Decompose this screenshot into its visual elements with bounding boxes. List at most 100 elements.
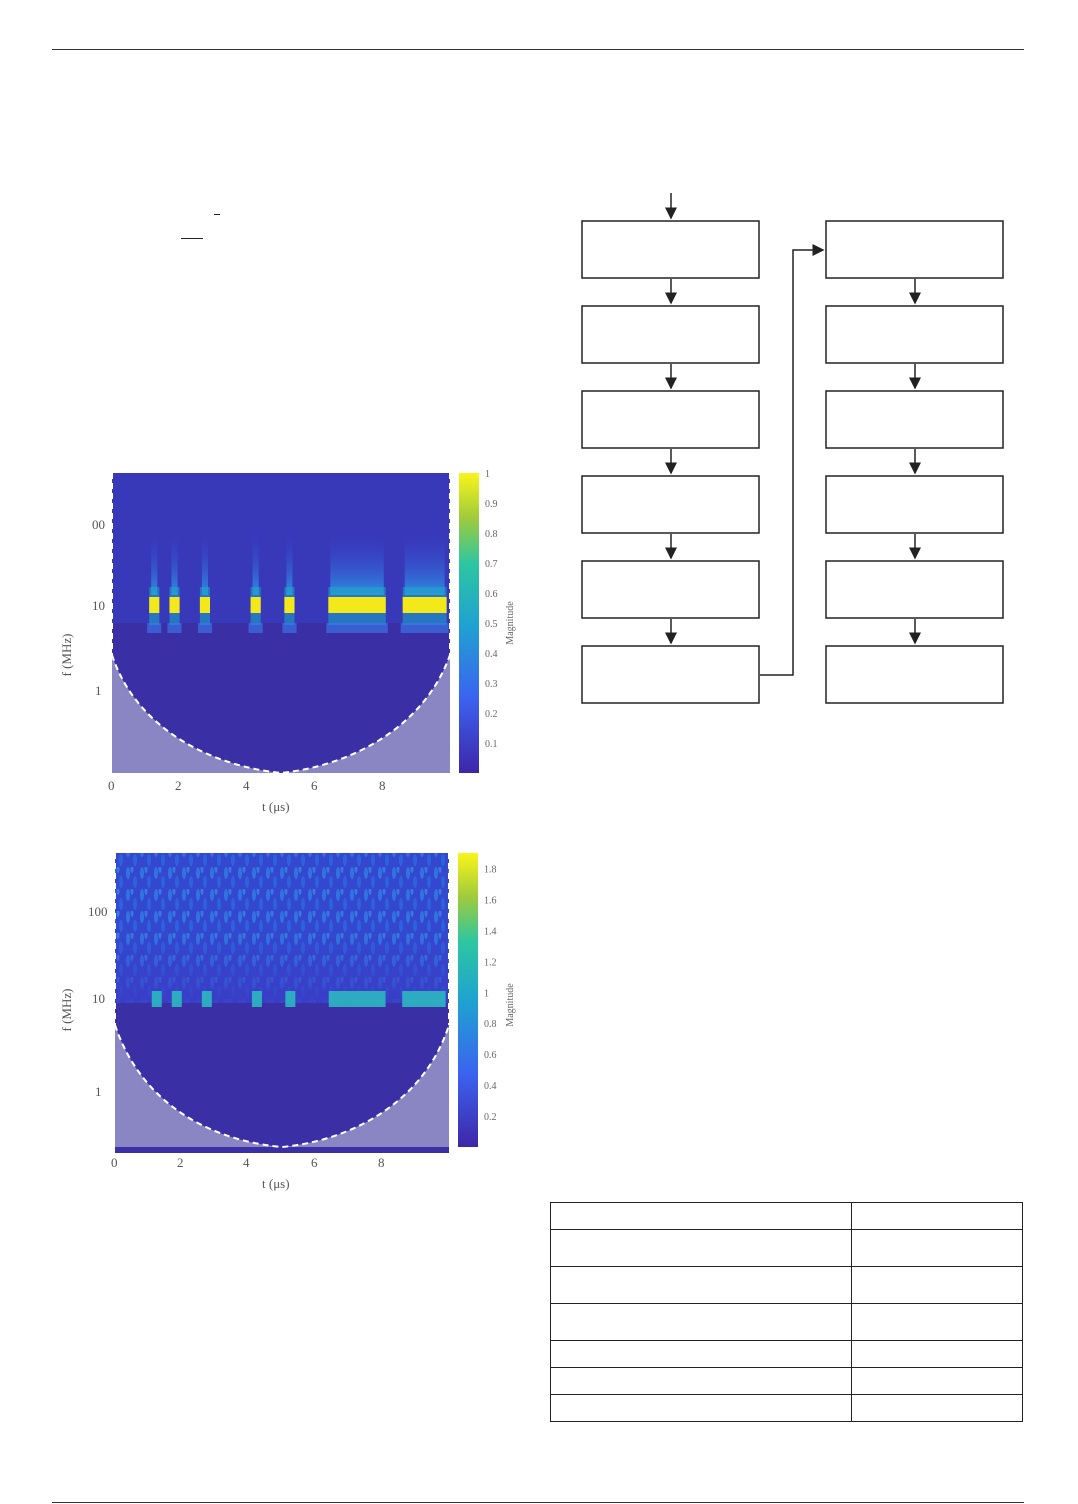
connector-arrow bbox=[760, 244, 825, 676]
y-axis-label: f (MHz) bbox=[59, 989, 74, 1032]
flow-step-11 bbox=[825, 560, 1004, 619]
band-segment bbox=[169, 597, 180, 613]
band-segment bbox=[201, 991, 212, 1007]
scalogram-figure-2: 100 10 1 0 2 4 6 8 t (μs) f (MHz) 0.2 0.4… bbox=[59, 853, 516, 1191]
x-tick-0: 0 bbox=[108, 778, 115, 793]
colorbar-tick-label: 0.6 bbox=[485, 589, 498, 600]
x-axis-label: t (μs) bbox=[262, 799, 290, 814]
flow-step-1 bbox=[581, 220, 760, 279]
pulse-spike bbox=[286, 533, 293, 595]
band-segment bbox=[402, 597, 447, 613]
pulse-spike bbox=[404, 533, 445, 595]
table-row bbox=[550, 1202, 1023, 1230]
pulse-spike bbox=[252, 533, 259, 595]
parameter-table bbox=[550, 1202, 1023, 1422]
frequency-band bbox=[151, 991, 446, 1007]
band-segment bbox=[250, 597, 261, 613]
header-rule bbox=[52, 49, 1024, 50]
colorbar-tick-label: 0.7 bbox=[485, 559, 498, 570]
colorbar-tick-label: 0.2 bbox=[485, 709, 498, 720]
colorbar-tick-label: 0.6 bbox=[484, 1050, 497, 1061]
band-segment bbox=[199, 597, 211, 613]
cone-of-influence bbox=[115, 1025, 449, 1147]
y-tick-10: 10 bbox=[92, 598, 105, 613]
y-tick-100: 00 bbox=[92, 517, 105, 532]
flow-step-9 bbox=[825, 390, 1004, 449]
band-segment bbox=[285, 991, 296, 1007]
y-tick-1: 1 bbox=[95, 1084, 102, 1099]
colorbar-label: Magnitude bbox=[505, 601, 516, 645]
colorbar-tick-label: 1.4 bbox=[484, 926, 497, 937]
x-tick-4: 4 bbox=[243, 1155, 250, 1170]
colorbar-tick-label: 1.2 bbox=[484, 957, 497, 968]
pulse-spike bbox=[330, 533, 384, 595]
band-tail bbox=[197, 623, 213, 633]
colorbar-tick-label: 0.1 bbox=[485, 739, 498, 750]
colorbar-tick-label: 0.8 bbox=[484, 1019, 497, 1030]
x-tick-4: 4 bbox=[243, 778, 250, 793]
flow-step-4 bbox=[581, 475, 760, 534]
flow-step-5 bbox=[581, 560, 760, 619]
band-tail bbox=[400, 623, 449, 633]
y-tick-100: 100 bbox=[88, 904, 108, 919]
x-tick-6: 6 bbox=[311, 778, 318, 793]
cone-of-influence bbox=[112, 655, 450, 773]
table-row bbox=[550, 1303, 1023, 1341]
flow-step-10 bbox=[825, 475, 1004, 534]
flowchart bbox=[581, 193, 1004, 704]
band-tail bbox=[167, 623, 182, 633]
x-axis-label: t (μs) bbox=[262, 1176, 290, 1191]
y-tick-10: 10 bbox=[92, 991, 105, 1006]
band-segment bbox=[151, 991, 162, 1007]
flow-step-8 bbox=[825, 305, 1004, 364]
table-row bbox=[550, 1340, 1023, 1368]
colorbar-tick-label: 0.8 bbox=[485, 529, 498, 540]
x-tick-8: 8 bbox=[378, 1155, 385, 1170]
band-segment bbox=[171, 991, 182, 1007]
table-row bbox=[550, 1367, 1023, 1395]
footer-rule bbox=[52, 1502, 1024, 1503]
colorbar-tick-label: 0.4 bbox=[485, 649, 498, 660]
pulse-spike bbox=[201, 533, 209, 595]
flow-step-12 bbox=[825, 645, 1004, 704]
band-segment bbox=[328, 991, 386, 1007]
colorbar-ticks: 0.2 0.4 0.6 0.8 1 1.2 1.4 1.6 1.8 bbox=[484, 864, 497, 1123]
band-segment bbox=[251, 991, 262, 1007]
x-tick-2: 2 bbox=[177, 1155, 184, 1170]
table-row bbox=[550, 1229, 1023, 1267]
scalogram-figure-1: 00 10 1 0 2 4 6 8 t (μs) f (MHz) 0.1 0.2 0… bbox=[59, 469, 516, 814]
pulse-spike bbox=[151, 533, 158, 595]
y-tick-1: 1 bbox=[95, 683, 102, 698]
colorbar-label: Magnitude bbox=[505, 983, 516, 1027]
table-row bbox=[550, 1266, 1023, 1304]
x-tick-0: 0 bbox=[111, 1155, 118, 1170]
band-segment bbox=[149, 597, 160, 613]
colorbar-tick-label: 0.3 bbox=[485, 679, 498, 690]
left-column bbox=[581, 220, 760, 704]
colorbar-tick-label: 1 bbox=[485, 469, 490, 480]
colorbar-tick-label: 0.5 bbox=[485, 619, 498, 630]
equation-fraction-bar bbox=[181, 238, 203, 239]
colorbar-tick-label: 1.8 bbox=[484, 864, 497, 875]
x-tick-8: 8 bbox=[379, 778, 386, 793]
x-tick-2: 2 bbox=[175, 778, 182, 793]
right-column bbox=[825, 220, 1004, 704]
band-tail bbox=[248, 623, 263, 633]
colorbar bbox=[459, 473, 479, 773]
flow-step-6 bbox=[581, 645, 760, 704]
pulse-spikes bbox=[151, 533, 445, 595]
flow-step-7 bbox=[825, 220, 1004, 279]
band-tail bbox=[282, 623, 297, 633]
table-row bbox=[550, 1394, 1023, 1422]
flow-step-2 bbox=[581, 305, 760, 364]
colorbar-tick-label: 0.2 bbox=[484, 1112, 497, 1123]
x-tick-6: 6 bbox=[311, 1155, 318, 1170]
band-tail bbox=[147, 623, 162, 633]
frequency-band bbox=[147, 587, 449, 633]
colorbar-tick-label: 1 bbox=[484, 988, 489, 999]
band-segment bbox=[402, 991, 446, 1007]
colorbar-tick-label: 0.4 bbox=[484, 1081, 497, 1092]
y-axis-label: f (MHz) bbox=[59, 634, 74, 677]
flow-step-3 bbox=[581, 390, 760, 449]
colorbar-ticks: 0.1 0.2 0.3 0.4 0.5 0.6 0.7 0.8 0.9 1 bbox=[485, 469, 498, 750]
